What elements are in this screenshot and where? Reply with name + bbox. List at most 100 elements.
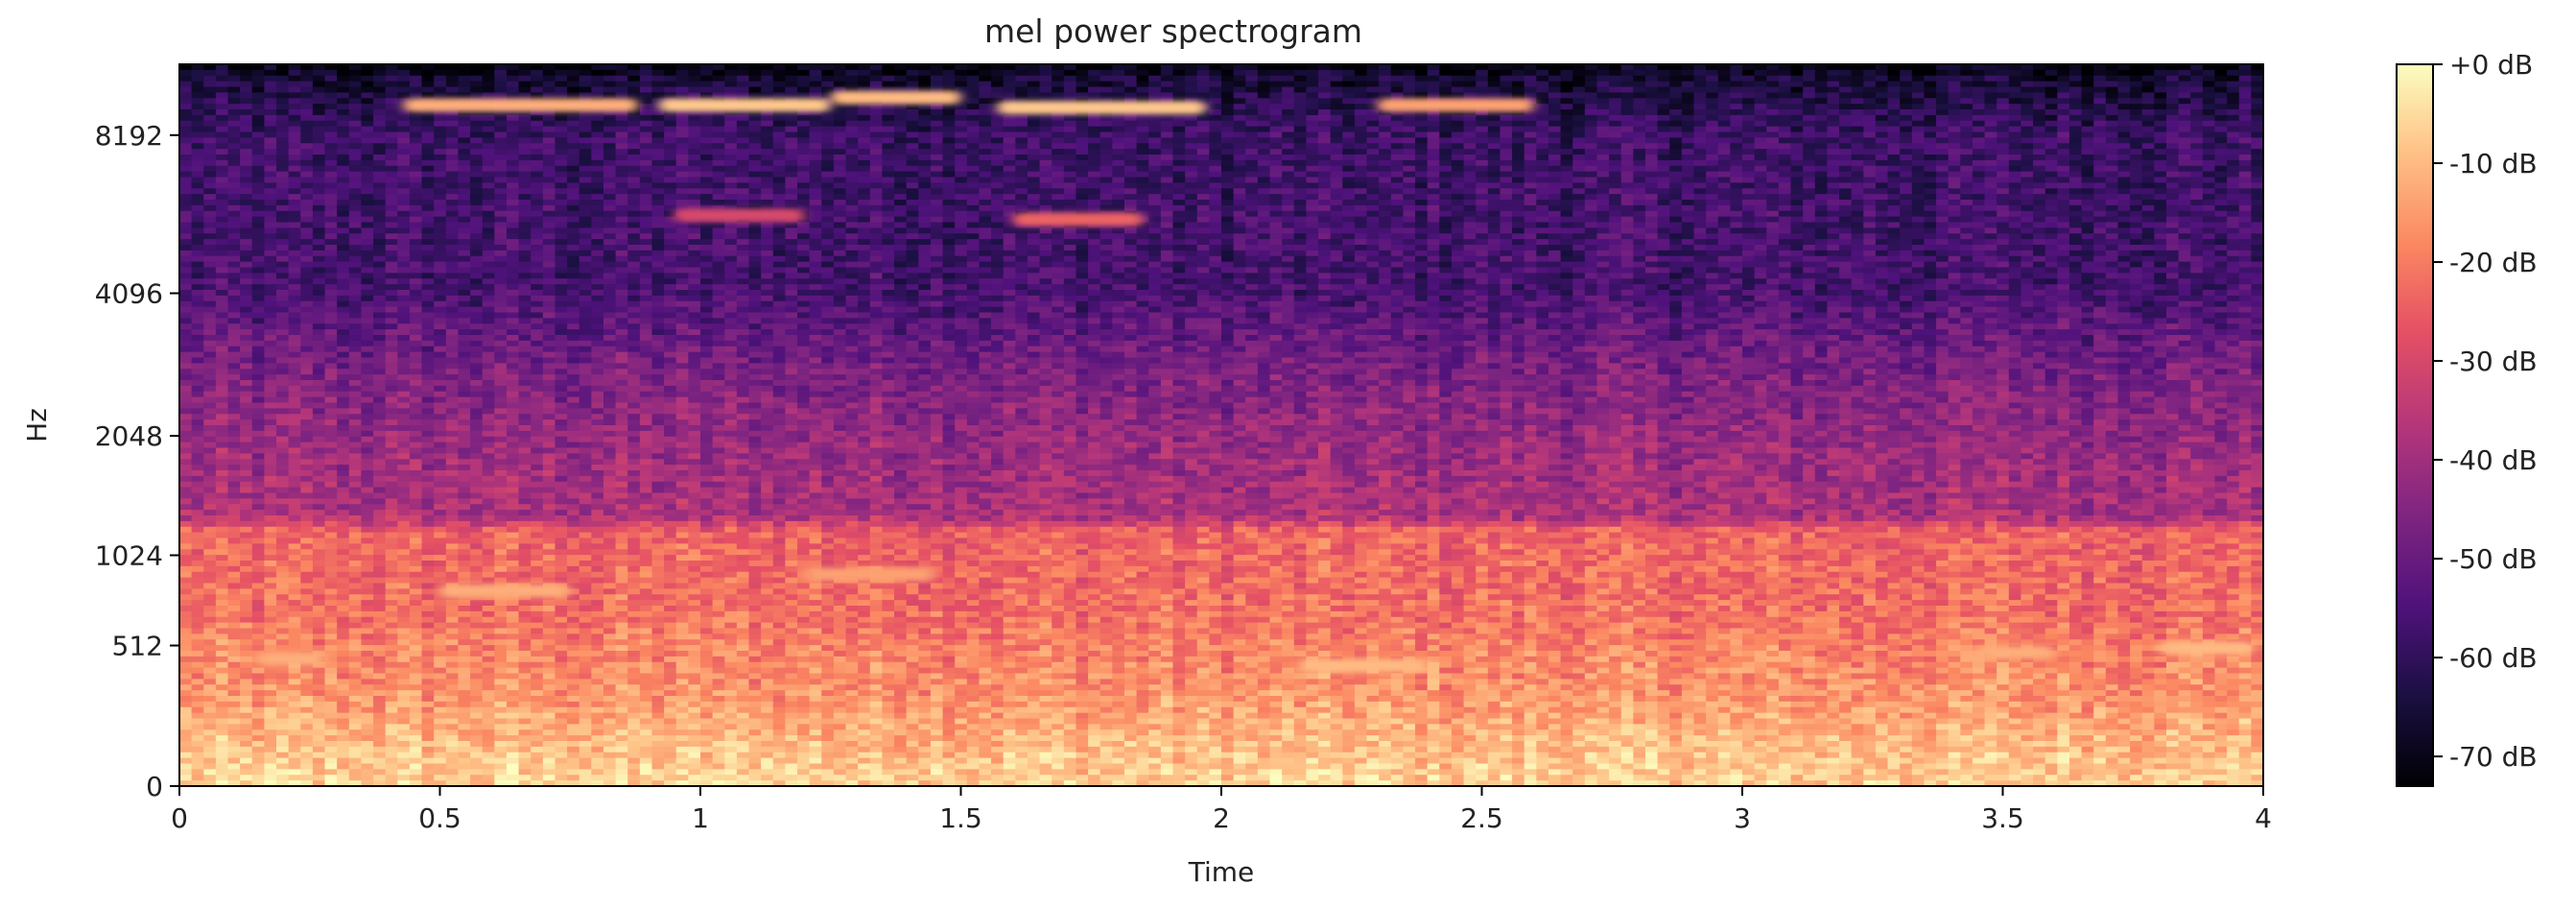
- heatmap-cell: [664, 159, 677, 167]
- heatmap-cell: [955, 92, 968, 99]
- heatmap-cell: [761, 182, 774, 189]
- heatmap-cell: [869, 200, 884, 206]
- heatmap-cell: [1584, 149, 1598, 155]
- heatmap-cell: [2117, 177, 2131, 183]
- heatmap-cell: [591, 177, 604, 183]
- heatmap-cell: [2154, 171, 2167, 179]
- heatmap-cell: [688, 149, 701, 155]
- heatmap-cell: [348, 98, 363, 105]
- heatmap-cell: [2081, 131, 2094, 138]
- heatmap-cell: [1548, 126, 1562, 133]
- heatmap-cell: [1681, 171, 1695, 179]
- heatmap-cell: [2251, 98, 2263, 105]
- heatmap-cell: [603, 120, 617, 128]
- heatmap-cell: [918, 155, 932, 161]
- heatmap-cell: [1584, 177, 1598, 183]
- heatmap-cell: [1706, 188, 1719, 195]
- heatmap-cell: [1123, 171, 1138, 179]
- heatmap-cell: [2021, 200, 2034, 206]
- heatmap-cell: [203, 222, 217, 228]
- heatmap-cell: [191, 131, 204, 138]
- heatmap-cell: [942, 86, 956, 93]
- heatmap-cell: [651, 64, 665, 71]
- heatmap-cell: [1366, 188, 1380, 195]
- heatmap-cell: [1620, 69, 1634, 77]
- heatmap-cell: [1911, 159, 1926, 167]
- heatmap-cell: [1778, 98, 1792, 105]
- heatmap-cell: [2130, 165, 2143, 173]
- heatmap-cell: [1257, 69, 1271, 77]
- heatmap-cell: [797, 69, 811, 77]
- heatmap-cell: [1282, 216, 1295, 224]
- heatmap-cell: [991, 155, 1004, 161]
- heatmap-cell: [627, 194, 641, 201]
- heatmap-cell: [1221, 155, 1235, 161]
- heatmap-cell: [2214, 81, 2228, 88]
- heatmap-cell: [1099, 188, 1113, 195]
- heatmap-cell: [1306, 210, 1319, 218]
- heatmap-cell: [1997, 210, 2010, 218]
- heatmap-cell: [531, 171, 544, 179]
- heatmap-cell: [1936, 131, 1950, 138]
- heatmap-cell: [531, 204, 544, 212]
- heatmap-cell: [470, 222, 484, 228]
- heatmap-cell: [1584, 200, 1598, 206]
- heatmap-cell: [1742, 159, 1756, 167]
- heatmap-cell: [312, 194, 326, 201]
- heatmap-cell: [1318, 137, 1332, 144]
- heatmap-cell: [1839, 155, 1853, 161]
- heatmap-cell: [651, 155, 665, 161]
- heatmap-cell: [1451, 159, 1465, 167]
- heatmap-cell: [2165, 182, 2180, 189]
- heatmap-cell: [2044, 200, 2058, 206]
- heatmap-cell: [1730, 98, 1743, 105]
- heatmap-cell: [203, 194, 217, 201]
- heatmap-cell: [2068, 114, 2083, 122]
- heatmap-cell: [1572, 188, 1586, 195]
- heatmap-cell: [2130, 114, 2143, 122]
- heatmap-cell: [1742, 222, 1756, 228]
- heatmap-cell: [2008, 131, 2022, 138]
- heatmap-cell: [1620, 143, 1634, 150]
- heatmap-cell: [1379, 69, 1392, 77]
- heatmap-cell: [2238, 200, 2252, 206]
- heatmap-cell: [494, 194, 508, 201]
- heatmap-cell: [2154, 149, 2167, 155]
- heatmap-cell: [930, 137, 944, 144]
- heatmap-cell: [1948, 200, 1961, 206]
- heatmap-cell: [651, 194, 665, 201]
- heatmap-cell: [2068, 92, 2083, 99]
- heatmap-cell: [555, 194, 568, 201]
- heatmap-cell: [1148, 222, 1162, 228]
- heatmap-cell: [688, 159, 701, 167]
- heatmap-cell: [1887, 165, 1901, 173]
- heatmap-cell: [373, 210, 387, 218]
- heatmap-cell: [1548, 149, 1562, 155]
- heatmap-cell: [2021, 75, 2034, 83]
- heatmap-cell: [1924, 92, 1937, 99]
- heatmap-cell: [1500, 155, 1513, 161]
- heatmap-cell: [675, 137, 689, 144]
- heatmap-cell: [955, 222, 968, 228]
- heatmap-cell: [1245, 188, 1259, 195]
- heatmap-cell: [288, 137, 301, 144]
- heatmap-cell: [348, 143, 363, 150]
- heatmap-cell: [1827, 104, 1840, 110]
- heatmap-cell: [675, 177, 689, 183]
- heatmap-cell: [1633, 177, 1646, 183]
- heatmap-cell: [1536, 222, 1549, 228]
- heatmap-cell: [1790, 222, 1804, 228]
- heatmap-cell: [966, 210, 981, 218]
- heatmap-cell: [1596, 75, 1610, 83]
- heatmap-cell: [1403, 171, 1416, 179]
- heatmap-cell: [833, 69, 847, 77]
- heatmap-cell: [1609, 210, 1622, 218]
- heatmap-cell: [1984, 182, 1997, 189]
- heatmap-cell: [1596, 194, 1610, 201]
- heatmap-cell: [1185, 171, 1198, 179]
- heatmap-cell: [1742, 137, 1756, 144]
- heatmap-cell: [1293, 92, 1307, 99]
- heatmap-cell: [1318, 171, 1332, 179]
- heatmap-cell: [348, 120, 363, 128]
- heatmap-cell: [1172, 92, 1186, 99]
